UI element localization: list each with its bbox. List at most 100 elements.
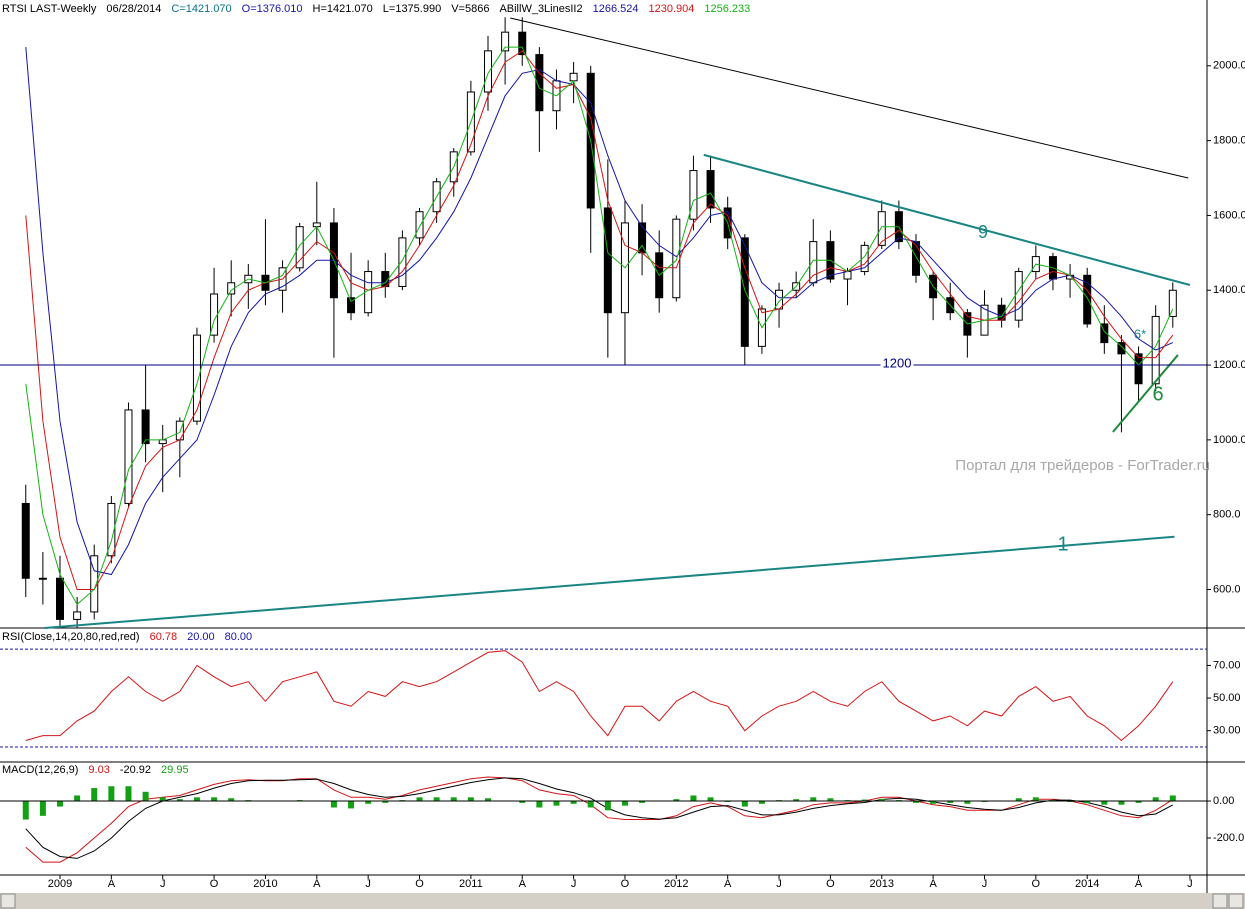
y-tick-label: 1600.0 [1213, 209, 1245, 221]
legend-text: 1256.233 [704, 3, 750, 15]
legend-text: H=1421.070 [313, 3, 373, 15]
candle-body [141, 409, 150, 445]
candle-body [860, 244, 869, 273]
legend-text: MACD(12,26,9) [2, 764, 78, 776]
candle-body [73, 611, 82, 620]
candle-body [107, 502, 116, 557]
histogram-bar [741, 801, 748, 807]
x-tick-label: A [313, 878, 321, 890]
candle-body [124, 409, 133, 504]
histogram-bar [365, 801, 372, 804]
scroll-right[interactable] [1212, 893, 1228, 909]
histogram-bar [433, 797, 440, 802]
trend-line [510, 17, 1189, 179]
histogram-bar [91, 788, 98, 802]
x-tick-label: A [108, 878, 116, 890]
label-bg [880, 355, 914, 371]
x-tick-label: J [982, 878, 988, 890]
histogram-bar [108, 786, 115, 802]
histogram-bar [861, 799, 868, 802]
histogram-bar [211, 797, 218, 802]
candle-body [347, 297, 356, 314]
indicator-line [25, 776, 1174, 863]
histogram-bar [587, 801, 594, 808]
histogram-bar [758, 801, 765, 804]
x-tick-label: J [776, 878, 782, 890]
candle-body [21, 502, 30, 579]
histogram-bar [142, 791, 149, 802]
moving-average [25, 47, 1174, 576]
candle-body [295, 226, 304, 269]
legend-text: V=5866 [451, 3, 489, 15]
x-tick-label: O [621, 878, 630, 890]
histogram-bar [1032, 797, 1039, 802]
annotation-label: 6 [1152, 383, 1163, 405]
histogram-bar [793, 799, 800, 802]
trend-line [703, 153, 1191, 286]
histogram-bar [125, 786, 132, 802]
candle-body [1168, 289, 1177, 317]
histogram-bar [536, 801, 543, 808]
x-tick-label: J [365, 878, 371, 890]
histogram-bar [1152, 797, 1159, 802]
y-tick-label: 1800.0 [1213, 135, 1245, 147]
legend-text: 60.78 [150, 631, 178, 643]
moving-average [25, 50, 1174, 590]
histogram-bar [964, 801, 971, 804]
legend-text: 80.00 [225, 631, 253, 643]
candle-body [706, 170, 715, 209]
trend-line [44, 535, 1175, 629]
histogram-bar [467, 797, 474, 802]
histogram-bar [1169, 795, 1176, 802]
scroll-left[interactable] [0, 893, 16, 909]
candle-body [689, 170, 698, 220]
candle-body [38, 577, 47, 580]
scrollbar[interactable] [0, 893, 1245, 909]
candle-body [535, 54, 544, 112]
y-tick-label: -200.0 [1213, 832, 1244, 844]
legend-text: -20.92 [120, 764, 151, 776]
x-tick-label: 2014 [1075, 878, 1099, 890]
legend-text: C=1421.070 [171, 3, 231, 15]
histogram-bar [621, 801, 628, 806]
histogram-bar [570, 801, 577, 804]
histogram-bar [827, 798, 834, 802]
x-tick-label: O [826, 878, 835, 890]
y-tick-label: 1000.0 [1213, 434, 1245, 446]
x-tick-label: J [1187, 878, 1193, 890]
histogram-bar [193, 797, 200, 802]
histogram-bar [228, 798, 235, 802]
candle-body [398, 237, 407, 288]
histogram-bar [1101, 801, 1108, 805]
histogram-bar [22, 801, 29, 820]
legend-text: RSI(Close,14,20,80,red,red) [2, 631, 140, 643]
annotation-label: 6* [1134, 326, 1146, 341]
histogram-bar [159, 797, 166, 802]
candle-body [1117, 342, 1126, 355]
x-tick-label: 2010 [253, 878, 277, 890]
candle-body [518, 31, 527, 56]
histogram-bar [690, 795, 697, 802]
annotation-label: 1 [1057, 533, 1068, 555]
candle-body [843, 271, 852, 280]
histogram-bar [673, 799, 680, 802]
scroll-end[interactable] [1228, 893, 1244, 909]
candle-body [740, 237, 749, 347]
legend-text: 29.95 [161, 764, 189, 776]
watermark: Портал для трейдеров - ForTrader.ru [955, 457, 1210, 474]
histogram-bar [485, 798, 491, 802]
y-tick-label: 1200.0 [1213, 359, 1245, 371]
y-tick-label: 70.00 [1213, 659, 1241, 671]
candle-body [1014, 271, 1023, 321]
histogram-bar [930, 801, 937, 804]
candle-body [56, 577, 64, 620]
candle-body [501, 31, 510, 52]
y-tick-label: 1400.0 [1213, 284, 1245, 296]
histogram-bar [1084, 801, 1091, 804]
y-tick-label: 30.00 [1213, 725, 1241, 737]
legend-text: 1266.524 [593, 3, 639, 15]
